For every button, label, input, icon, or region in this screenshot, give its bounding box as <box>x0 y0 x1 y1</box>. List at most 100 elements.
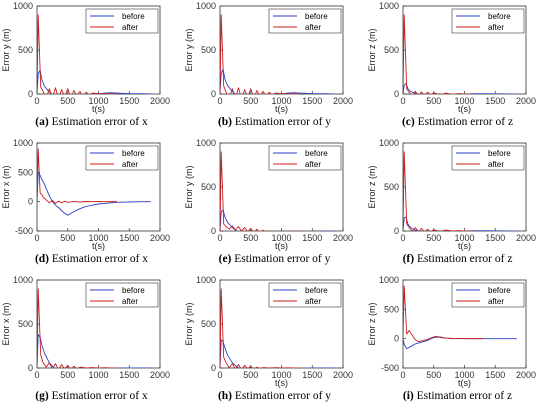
legend-box <box>85 282 159 308</box>
x-tick-label: 1500 <box>119 370 139 380</box>
y-tick-label: 1000 <box>379 1 399 11</box>
x-tick-label: 0 <box>217 96 222 106</box>
x-axis-label: t(s) <box>275 378 288 388</box>
x-tick-label: 0 <box>400 370 405 380</box>
x-tick-label: 2000 <box>333 370 353 380</box>
series-line-after <box>37 288 117 368</box>
x-tick-label: 0 <box>34 96 39 106</box>
y-tick-label: 0 <box>211 363 216 373</box>
legend-box <box>268 282 342 308</box>
x-tick-label: 500 <box>426 96 441 106</box>
x-tick-label: 500 <box>60 370 75 380</box>
x-axis-label: t(s) <box>458 378 471 388</box>
caption-b: (b) Estimation error of y <box>183 116 366 128</box>
legend-label-before: before <box>122 12 145 21</box>
x-tick-label: 500 <box>243 370 258 380</box>
y-axis-label: Error z (m) <box>367 29 377 72</box>
y-tick-label: 1000 <box>196 138 216 148</box>
y-tick-label: 0 <box>28 197 33 207</box>
x-tick-label: 0 <box>400 233 405 243</box>
y-tick-label: 500 <box>384 45 399 55</box>
caption-text: Estimation error of x <box>51 390 148 402</box>
subplot-i: 0 500 1000 1500 2000 -500 0 500 1000 t(s) Error z … <box>366 274 549 411</box>
y-tick-label: 500 <box>201 182 216 192</box>
x-tick-label: 1500 <box>119 233 139 243</box>
subplot-h: 0 500 1000 1500 2000 0 500 1000 t(s) Error y (m) b… <box>183 274 366 411</box>
y-axis-label: Error y (m) <box>184 29 194 72</box>
caption-letter: (d) <box>34 253 50 265</box>
x-tick-label: 2000 <box>516 370 536 380</box>
legend-box <box>451 282 525 308</box>
legend-label-after: after <box>305 160 321 169</box>
x-axis-label: t(s) <box>458 104 471 114</box>
legend-box <box>85 145 159 171</box>
y-axis-label: Error y (m) <box>184 166 194 209</box>
series-line-before <box>37 171 151 216</box>
x-tick-label: 1000 <box>271 96 291 106</box>
legend-label-before: before <box>122 149 145 158</box>
x-axis-label: t(s) <box>92 104 105 114</box>
y-tick-label: 500 <box>18 45 33 55</box>
x-tick-label: 1500 <box>302 370 322 380</box>
caption-d: (d) Estimation error of x <box>0 253 183 265</box>
x-tick-label: 1000 <box>454 370 474 380</box>
legend-label-after: after <box>122 297 138 306</box>
legend-label-after: after <box>305 23 321 32</box>
x-tick-label: 500 <box>426 233 441 243</box>
x-tick-label: 500 <box>60 233 75 243</box>
y-axis-label: Error y (m) <box>1 29 11 72</box>
y-tick-label: 1000 <box>13 138 33 148</box>
caption-letter: (h) <box>217 390 233 402</box>
y-axis-label: Error y (m) <box>184 303 194 346</box>
legend-box <box>85 8 159 34</box>
caption-text: Estimation error of z <box>416 390 513 402</box>
caption-i: (i) Estimation error of z <box>366 390 549 402</box>
legend-label-before: before <box>488 149 511 158</box>
y-tick-label: 1000 <box>13 275 33 285</box>
caption-letter: (f) <box>402 253 415 265</box>
caption-text: Estimation error of y <box>234 253 331 265</box>
legend-label-before: before <box>305 286 328 295</box>
x-tick-label: 2000 <box>150 96 170 106</box>
caption-letter: (i) <box>402 390 414 402</box>
caption-h: (h) Estimation error of y <box>183 390 366 402</box>
x-tick-label: 1000 <box>271 233 291 243</box>
y-tick-label: 0 <box>28 89 33 99</box>
legend-label-before: before <box>122 286 145 295</box>
x-tick-label: 2000 <box>333 233 353 243</box>
caption-letter: (b) <box>217 116 233 128</box>
y-tick-label: 0 <box>28 363 33 373</box>
x-tick-label: 1000 <box>88 96 108 106</box>
y-tick-label: 0 <box>394 89 399 99</box>
x-tick-label: 1000 <box>271 370 291 380</box>
series-line-before <box>220 209 334 231</box>
x-tick-label: 0 <box>217 233 222 243</box>
legend-label-after: after <box>305 297 321 306</box>
x-tick-label: 1500 <box>485 233 505 243</box>
x-tick-label: 0 <box>217 370 222 380</box>
x-tick-label: 2000 <box>150 233 170 243</box>
y-tick-label: 1000 <box>379 275 399 285</box>
y-tick-label: 500 <box>201 45 216 55</box>
caption-text: Estimation error of z <box>417 116 514 128</box>
x-tick-label: 500 <box>243 96 258 106</box>
y-tick-label: 1000 <box>13 1 33 11</box>
caption-text: Estimation error of x <box>51 116 148 128</box>
series-line-before <box>37 69 151 94</box>
y-axis-label: Error z (m) <box>367 166 377 209</box>
x-tick-label: 500 <box>243 233 258 243</box>
x-tick-label: 2000 <box>333 96 353 106</box>
subplot-e: 0 500 1000 1500 2000 0 500 1000 t(s) Error y (m) b… <box>183 137 366 274</box>
caption-letter: (e) <box>218 253 232 265</box>
x-tick-label: 1500 <box>302 233 322 243</box>
x-tick-label: 2000 <box>516 233 536 243</box>
y-tick-label: 0 <box>394 334 399 344</box>
y-tick-label: 0 <box>211 226 216 236</box>
legend-label-before: before <box>305 12 328 21</box>
